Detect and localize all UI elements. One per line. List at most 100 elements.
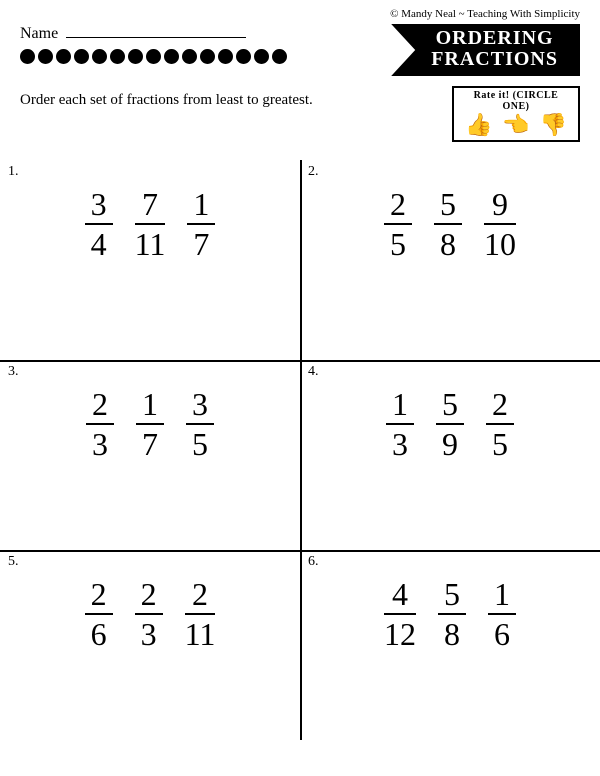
fraction-bar [384, 613, 416, 615]
numerator: 7 [142, 188, 158, 220]
problem-number: 6. [308, 554, 319, 570]
problem-number: 3. [8, 364, 19, 380]
fractions-row: 2623211 [14, 578, 286, 650]
fractions-row: 231735 [14, 388, 286, 460]
fraction-bar [436, 423, 464, 425]
numerator: 1 [494, 578, 510, 610]
dot-icon [20, 49, 35, 64]
denominator: 12 [384, 618, 416, 650]
numerator: 5 [440, 188, 456, 220]
numerator: 4 [392, 578, 408, 610]
dot-icon [182, 49, 197, 64]
title-line1: ORDERING [431, 28, 558, 49]
thumbs-side-icon[interactable]: 👈 [502, 114, 529, 136]
problem-number: 4. [308, 364, 319, 380]
rate-it-box: Rate it! (CIRCLE ONE) 👍 👈 👎 [452, 86, 580, 142]
fraction: 26 [85, 578, 113, 650]
name-label: Name [20, 25, 58, 43]
denominator: 7 [142, 428, 158, 460]
numerator: 1 [193, 188, 209, 220]
fraction-bar [86, 423, 114, 425]
numerator: 5 [442, 388, 458, 420]
fraction-bar [488, 613, 516, 615]
problem-number: 1. [8, 164, 19, 180]
problem-cell: 5.2623211 [0, 550, 300, 740]
name-input-line[interactable] [66, 24, 246, 38]
rate-it-label: Rate it! (CIRCLE ONE) [460, 90, 572, 112]
denominator: 5 [192, 428, 208, 460]
dot-icon [110, 49, 125, 64]
numerator: 2 [390, 188, 406, 220]
numerator: 1 [392, 388, 408, 420]
fraction-bar [135, 223, 166, 225]
fraction-bar [185, 613, 216, 615]
numerator: 2 [492, 388, 508, 420]
dot-icon [128, 49, 143, 64]
problem-number: 5. [8, 554, 19, 570]
thumbs-down-icon[interactable]: 👎 [540, 114, 567, 136]
fraction-bar [85, 223, 113, 225]
rate-icons: 👍 👈 👎 [460, 114, 572, 136]
numerator: 3 [192, 388, 208, 420]
fractions-row: 3471117 [14, 188, 286, 260]
numerator: 2 [192, 578, 208, 610]
instructions-row: Order each set of fractions from least t… [20, 86, 580, 142]
dot-icon [146, 49, 161, 64]
fraction: 23 [135, 578, 163, 650]
fraction-bar [486, 423, 514, 425]
numerator: 3 [91, 188, 107, 220]
fraction-bar [186, 423, 214, 425]
name-line: Name [20, 24, 401, 43]
dot-icon [92, 49, 107, 64]
fraction: 910 [484, 188, 516, 260]
numerator: 9 [492, 188, 508, 220]
dot-icon [236, 49, 251, 64]
fractions-row: 4 12 58 16 [314, 578, 586, 650]
fraction-bar [187, 223, 215, 225]
problem-cell: 3.231735 [0, 360, 300, 550]
dot-icon [272, 49, 287, 64]
fraction-bar [434, 223, 462, 225]
fraction: 59 [436, 388, 464, 460]
fraction: 211 [185, 578, 216, 650]
numerator: 2 [92, 388, 108, 420]
denominator: 4 [91, 228, 107, 260]
dot-icon [38, 49, 53, 64]
fraction: 35 [186, 388, 214, 460]
denominator: 8 [440, 228, 456, 260]
instructions-text: Order each set of fractions from least t… [20, 86, 442, 109]
header-row: Name ORDERING FRACTIONS [20, 24, 580, 76]
fraction-bar [136, 423, 164, 425]
fraction: 711 [135, 188, 166, 260]
numerator: 1 [142, 388, 158, 420]
problem-cell: 1.3471117 [0, 160, 300, 360]
thumbs-up-icon[interactable]: 👍 [465, 114, 492, 136]
fractions-row: 135925 [314, 388, 586, 460]
problem-cell: 4.135925 [300, 360, 600, 550]
fraction: 34 [85, 188, 113, 260]
fraction-bar [85, 613, 113, 615]
denominator: 7 [193, 228, 209, 260]
problems-grid: 1.34711172.25589103.2317354.1359255.2623… [0, 160, 600, 740]
problem-cell: 6. 4 12 58 16 [300, 550, 600, 740]
denominator: 6 [91, 618, 107, 650]
denominator: 9 [442, 428, 458, 460]
fraction-bar [484, 223, 516, 225]
dots-decoration [20, 49, 401, 64]
fraction: 16 [488, 578, 516, 650]
denominator: 8 [444, 618, 460, 650]
problem-number: 2. [308, 164, 319, 180]
fraction-bar [384, 223, 412, 225]
dot-icon [254, 49, 269, 64]
problem-cell: 2.2558910 [300, 160, 600, 360]
denominator: 3 [141, 618, 157, 650]
fraction: 25 [486, 388, 514, 460]
title-banner: ORDERING FRACTIONS [391, 24, 580, 76]
numerator: 2 [141, 578, 157, 610]
fraction: 58 [438, 578, 466, 650]
denominator: 11 [135, 228, 166, 260]
numerator: 2 [91, 578, 107, 610]
fraction-bar [438, 613, 466, 615]
fraction: 23 [86, 388, 114, 460]
dot-icon [56, 49, 71, 64]
